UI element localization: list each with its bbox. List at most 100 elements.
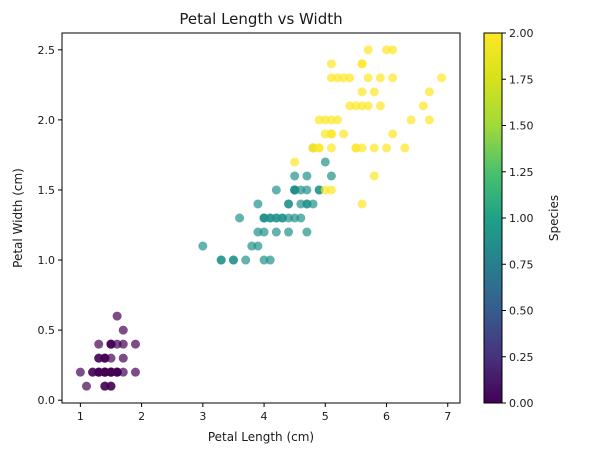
data-point bbox=[81, 381, 91, 391]
data-point bbox=[271, 185, 281, 195]
x-tick-label: 5 bbox=[322, 410, 329, 423]
data-point bbox=[277, 213, 287, 223]
data-point bbox=[271, 227, 281, 237]
colorbar-tick-label: 0.25 bbox=[509, 351, 534, 364]
data-point bbox=[424, 87, 434, 97]
colorbar-label: Species bbox=[547, 195, 561, 241]
data-point bbox=[351, 143, 361, 153]
y-axis-ticks: 0.0 0.5 1.0 1.5 2.0 2.5 bbox=[38, 44, 62, 407]
data-point bbox=[363, 73, 373, 83]
data-point bbox=[259, 227, 269, 237]
data-point bbox=[424, 115, 434, 125]
data-point bbox=[345, 101, 355, 111]
data-point bbox=[265, 255, 275, 265]
x-tick-label: 1 bbox=[77, 410, 84, 423]
x-tick-label: 6 bbox=[383, 410, 390, 423]
data-point bbox=[369, 143, 379, 153]
colorbar-tick-label: 0.50 bbox=[509, 305, 534, 318]
data-point bbox=[308, 199, 318, 209]
data-point bbox=[265, 213, 275, 223]
data-point bbox=[320, 157, 330, 167]
data-point bbox=[118, 325, 128, 335]
plot-area bbox=[75, 45, 447, 391]
plot-frame bbox=[61, 32, 461, 404]
colorbar bbox=[483, 32, 503, 404]
colorbar-tick-label: 1.50 bbox=[509, 120, 534, 133]
data-point bbox=[357, 59, 367, 69]
data-point bbox=[382, 143, 392, 153]
data-point bbox=[296, 213, 306, 223]
data-point bbox=[302, 171, 312, 181]
data-point bbox=[326, 185, 336, 195]
colorbar-tick-label: 0.75 bbox=[509, 258, 534, 271]
data-point bbox=[345, 73, 355, 83]
data-point bbox=[100, 381, 110, 391]
x-axis-ticks: 1 2 3 4 5 6 7 bbox=[77, 403, 451, 423]
colorbar-tick-label: 1.25 bbox=[509, 166, 534, 179]
data-point bbox=[369, 87, 379, 97]
data-point bbox=[326, 171, 336, 181]
data-point bbox=[418, 101, 428, 111]
data-point bbox=[284, 199, 294, 209]
data-point bbox=[216, 255, 226, 265]
data-point bbox=[357, 87, 367, 97]
data-point bbox=[326, 143, 336, 153]
data-point bbox=[308, 143, 318, 153]
data-point bbox=[333, 115, 343, 125]
data-point bbox=[339, 129, 349, 139]
data-point bbox=[357, 101, 367, 111]
data-point bbox=[130, 367, 140, 377]
data-point bbox=[400, 143, 410, 153]
data-point bbox=[106, 339, 116, 349]
data-point bbox=[198, 241, 208, 251]
data-point bbox=[406, 115, 416, 125]
colorbar-tick-label: 2.00 bbox=[509, 27, 534, 40]
data-point bbox=[388, 129, 398, 139]
colorbar-tick-label: 1.75 bbox=[509, 73, 534, 86]
colorbar-tick-label: 1.00 bbox=[509, 212, 534, 225]
data-point bbox=[302, 227, 312, 237]
x-tick-label: 3 bbox=[199, 410, 206, 423]
data-point bbox=[284, 227, 294, 237]
data-point bbox=[75, 367, 85, 377]
data-point bbox=[130, 339, 140, 349]
data-point bbox=[296, 199, 306, 209]
data-point bbox=[118, 353, 128, 363]
data-point bbox=[363, 45, 373, 55]
data-point bbox=[247, 241, 257, 251]
data-point bbox=[253, 199, 263, 209]
x-tick-label: 2 bbox=[138, 410, 145, 423]
data-point bbox=[290, 171, 300, 181]
data-point bbox=[388, 73, 398, 83]
data-point bbox=[320, 129, 330, 139]
y-tick-label: 0.5 bbox=[38, 324, 56, 337]
data-point bbox=[302, 185, 312, 195]
colorbar-tick-label: 0.00 bbox=[509, 397, 534, 410]
data-point bbox=[228, 255, 238, 265]
data-point bbox=[235, 213, 245, 223]
data-point bbox=[333, 73, 343, 83]
data-point bbox=[369, 171, 379, 181]
data-point bbox=[100, 353, 110, 363]
y-tick-label: 1.0 bbox=[38, 254, 56, 267]
data-point bbox=[388, 45, 398, 55]
data-point bbox=[290, 157, 300, 167]
data-point bbox=[437, 73, 447, 83]
data-point bbox=[375, 73, 385, 83]
data-point bbox=[100, 367, 110, 377]
x-tick-label: 4 bbox=[261, 410, 268, 423]
data-point bbox=[94, 339, 104, 349]
data-point bbox=[314, 115, 324, 125]
y-axis-label: Petal Width (cm) bbox=[11, 168, 25, 268]
colorbar-ticks: 0.00 0.25 0.50 0.75 1.00 1.25 1.50 1.75 2.00 bbox=[502, 27, 534, 410]
y-tick-label: 1.5 bbox=[38, 184, 56, 197]
chart-title: Petal Length vs Width bbox=[179, 10, 342, 28]
x-axis-label: Petal Length (cm) bbox=[208, 430, 314, 444]
data-point bbox=[290, 185, 300, 195]
data-point bbox=[357, 199, 367, 209]
y-tick-label: 2.0 bbox=[38, 114, 56, 127]
data-point bbox=[326, 59, 336, 69]
x-tick-label: 7 bbox=[444, 410, 451, 423]
y-tick-label: 0.0 bbox=[38, 394, 56, 407]
